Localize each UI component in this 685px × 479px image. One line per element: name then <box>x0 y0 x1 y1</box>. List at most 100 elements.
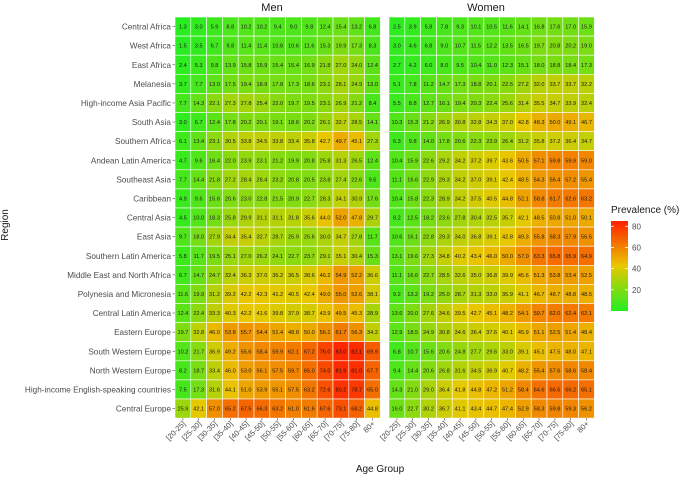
cell-value-label: 15.1 <box>518 63 529 69</box>
cell-value-label: 52.1 <box>518 196 529 202</box>
cell-value-label: 27.3 <box>423 254 434 260</box>
cell-value-label: 18.9 <box>256 82 267 88</box>
cell-value-label: 13.6 <box>391 311 402 317</box>
cell-value-label: 22.7 <box>288 254 299 260</box>
cell-value-label: 17.6 <box>549 25 560 31</box>
region-label: South Western Europe <box>88 347 171 356</box>
cell-value-label: 7.7 <box>195 82 203 88</box>
cell-value-label: 43.9 <box>320 311 331 317</box>
cell-value-label: 20.3 <box>470 101 481 107</box>
cell-value-label: 15.6 <box>209 196 220 202</box>
cell-value-label: 18.8 <box>470 82 481 88</box>
cell-value-label: 46.7 <box>581 120 592 126</box>
cell-value-label: 13.5 <box>502 44 513 50</box>
cell-value-label: 48.5 <box>581 292 592 298</box>
cell-value-label: 39.8 <box>272 311 283 317</box>
cell-value-label: 2.7 <box>393 63 401 69</box>
cell-value-label: 3.0 <box>179 120 187 126</box>
cell-value-label: 36.9 <box>486 368 497 374</box>
cell-value-label: 25.8 <box>320 158 331 164</box>
cell-value-label: 41.1 <box>518 292 529 298</box>
cell-value-label: 19.4 <box>241 82 252 88</box>
cell-value-label: 7.7 <box>179 101 187 107</box>
cell-value-label: 4.7 <box>179 158 187 164</box>
cell-value-label: 74.0 <box>320 368 331 374</box>
cell-value-label: 19.7 <box>288 101 299 107</box>
cell-value-label: 38.1 <box>367 292 378 298</box>
cell-value-label: 11.1 <box>392 273 402 279</box>
cell-value-label: 29.1 <box>320 254 331 260</box>
cell-value-label: 26.9 <box>335 101 346 107</box>
cell-value-label: 2.4 <box>179 63 187 69</box>
cell-value-label: 21.7 <box>193 349 204 355</box>
cell-value-label: 27.2 <box>518 82 529 88</box>
cell-value-label: 22.6 <box>351 177 362 183</box>
cell-value-label: 35.6 <box>304 216 315 222</box>
cell-value-label: 6.1 <box>179 139 187 145</box>
cell-value-label: 20.0 <box>407 311 418 317</box>
cell-value-label: 17.0 <box>565 25 576 31</box>
cell-value-label: 20.1 <box>486 82 497 88</box>
cell-value-label: 46.0 <box>225 368 236 374</box>
cell-value-label: 10.2 <box>177 349 188 355</box>
y-axis-title: Region <box>0 209 11 241</box>
cell-value-label: 56.4 <box>549 177 560 183</box>
cell-value-label: 37.0 <box>502 120 513 126</box>
cell-value-label: 42.3 <box>256 292 267 298</box>
cell-value-label: 37.6 <box>486 330 497 336</box>
cell-value-label: 23.6 <box>439 216 450 222</box>
cell-value-label: 11.4 <box>257 44 267 50</box>
cell-value-label: 51.0 <box>565 216 576 222</box>
legend-tick-label: 40 <box>632 265 641 274</box>
cell-value-label: 51.2 <box>502 387 513 393</box>
legend-ticks: 20 40 60 80 <box>611 222 641 295</box>
cell-value-label: 38.6 <box>304 273 315 279</box>
cell-value-label: 34.7 <box>335 235 346 241</box>
cell-value-label: 39.5 <box>455 311 466 317</box>
cell-value-label: 10.5 <box>486 25 497 31</box>
cell-value-label: 10.6 <box>391 235 402 241</box>
cell-value-label: 34.6 <box>455 330 466 336</box>
cell-value-label: 39.1 <box>518 349 529 355</box>
cell-value-label: 46.0 <box>486 254 497 260</box>
cell-value-label: 36.2 <box>272 273 283 279</box>
cell-value-label: 33.0 <box>502 349 513 355</box>
cell-value-label: 42.7 <box>320 139 331 145</box>
cell-value-label: 66.2 <box>565 387 576 393</box>
cell-value-label: 16.0 <box>391 407 402 413</box>
cell-value-label: 22.8 <box>256 196 267 202</box>
cell-value-label: 36.6 <box>367 273 378 279</box>
cell-value-label: 26.8 <box>439 368 450 374</box>
cell-value-label: 23.7 <box>304 254 315 260</box>
cell-value-label: 29.2 <box>439 158 450 164</box>
cell-value-label: 23.8 <box>320 177 331 183</box>
cell-value-label: 29.0 <box>423 387 434 393</box>
cell-value-label: 32.0 <box>534 82 545 88</box>
cell-value-label: 11.6 <box>304 44 314 50</box>
cell-value-label: 52.2 <box>351 273 362 279</box>
region-label: North Western Europe <box>90 366 172 375</box>
cell-value-label: 20.1 <box>256 120 267 126</box>
cell-value-label: 55.7 <box>241 330 252 336</box>
cell-value-label: 19.9 <box>193 292 204 298</box>
cell-value-label: 22.3 <box>423 196 434 202</box>
cell-value-label: 10.4 <box>391 158 402 164</box>
cell-value-label: 17.3 <box>455 82 466 88</box>
cell-value-label: 39.7 <box>486 158 497 164</box>
cell-value-label: 45.1 <box>351 139 362 145</box>
region-label: Eastern Europe <box>114 328 171 337</box>
cell-value-label: 48.5 <box>518 177 529 183</box>
cell-value-label: 56.5 <box>581 235 592 241</box>
cell-value-label: 7.7 <box>179 177 187 183</box>
cell-value-label: 51.4 <box>565 330 576 336</box>
cell-value-label: 20.8 <box>288 177 299 183</box>
cell-value-label: 14.3 <box>193 101 204 107</box>
cell-value-label: 20.8 <box>304 158 315 164</box>
cell-value-label: 8.2 <box>393 216 401 222</box>
cell-value-label: 21.2 <box>272 158 283 164</box>
cell-value-label: 42.8 <box>502 235 513 241</box>
cell-value-label: 34.6 <box>439 311 450 317</box>
cell-value-label: 52.6 <box>351 292 362 298</box>
cell-value-label: 17.3 <box>351 44 362 50</box>
cell-value-label: 59.8 <box>549 407 560 413</box>
